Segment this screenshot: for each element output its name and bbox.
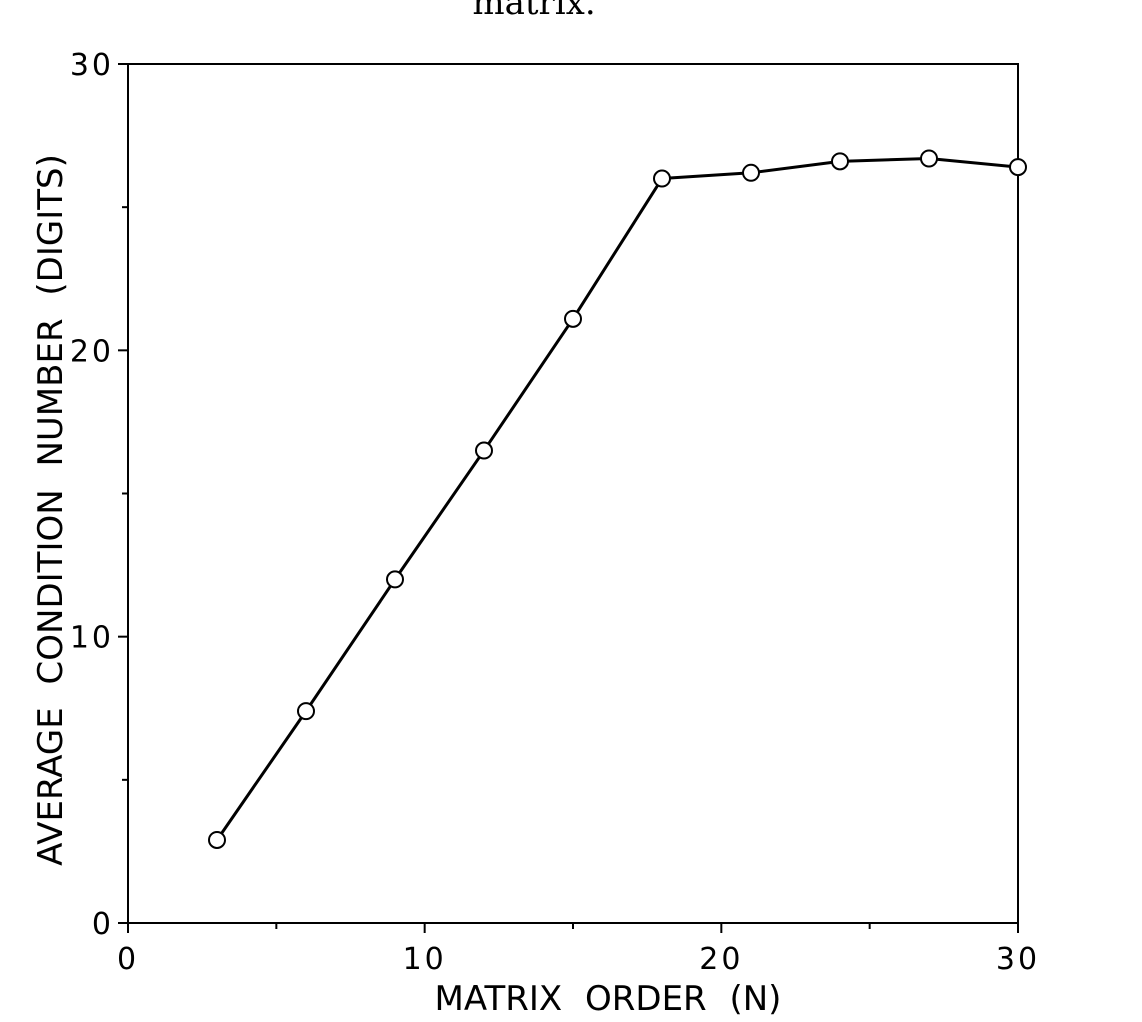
axis-tick-labels: 0 10 20 30 0 10 20 30 [70, 48, 1040, 977]
x-tick-label: 0 [117, 942, 139, 977]
axis-ticks [118, 63, 1019, 933]
data-point [1009, 158, 1027, 177]
y-tick-label: 10 [70, 621, 114, 656]
data-point [475, 441, 493, 460]
data-point [386, 570, 404, 589]
data-point [831, 152, 849, 171]
plot-frame [127, 63, 1019, 924]
data-point [564, 309, 582, 328]
y-tick-label: 20 [70, 334, 114, 369]
x-tick-label: 20 [699, 942, 743, 977]
y-tick-label: 30 [70, 48, 114, 83]
series-line [215, 156, 1019, 841]
data-point [742, 163, 760, 182]
x-tick-label: 10 [403, 942, 447, 977]
data-point [653, 169, 671, 188]
y-tick-label: 0 [92, 907, 114, 942]
x-axis-label: MATRIX ORDER (N) [435, 979, 782, 1019]
data-point [920, 149, 938, 168]
data-point [208, 830, 226, 849]
x-tick-label: 30 [996, 942, 1040, 977]
data-points [208, 149, 1027, 849]
y-axis-label: AVERAGE CONDITION NUMBER (DIGITS) [31, 154, 71, 866]
data-point [297, 702, 315, 721]
caption-fragment: matrix. [472, 0, 595, 23]
